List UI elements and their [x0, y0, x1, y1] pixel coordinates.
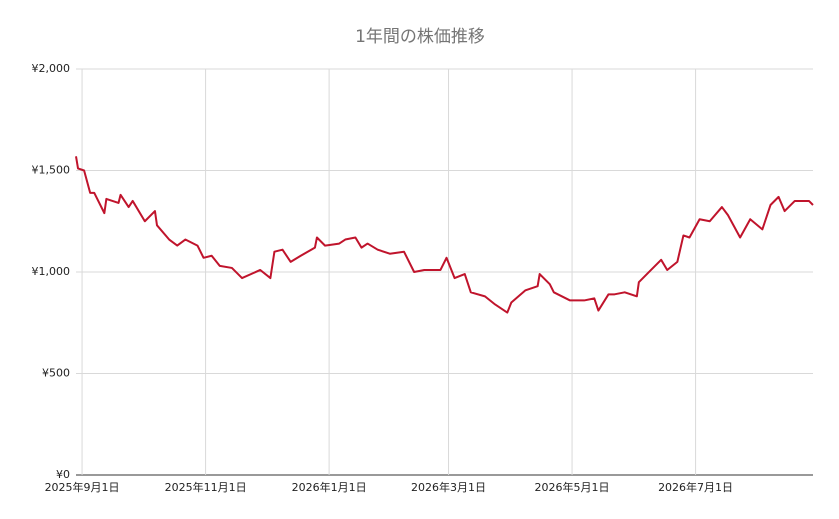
x-tick-label: 2026年3月1日: [411, 480, 486, 494]
x-tick-label: 2025年11月1日: [165, 480, 247, 494]
x-tick-label: 2026年7月1日: [658, 480, 733, 494]
chart-title: 1年間の株価推移: [355, 27, 485, 47]
y-tick-label: ¥0: [56, 468, 70, 481]
y-tick-label: ¥1,500: [32, 164, 71, 177]
x-tick-label: 2025年9月1日: [45, 480, 120, 494]
x-tick-label: 2026年1月1日: [292, 480, 367, 494]
y-tick-label: ¥500: [42, 367, 70, 380]
y-tick-label: ¥2,000: [32, 62, 71, 75]
y-tick-label: ¥1,000: [32, 265, 71, 278]
x-tick-label: 2026年5月1日: [535, 480, 610, 494]
price-line: [75, 156, 814, 314]
